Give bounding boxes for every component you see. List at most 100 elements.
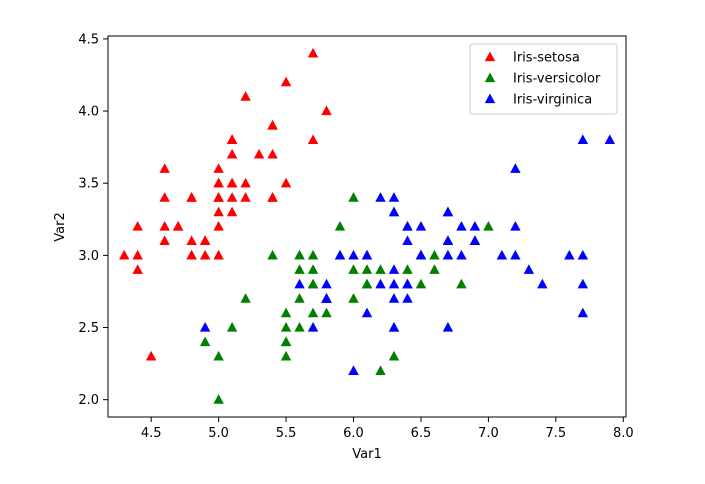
y-tick-label: 2.5 [78,321,99,336]
data-point [510,221,521,231]
data-point [348,365,359,375]
data-point [307,264,319,274]
data-point [213,206,224,217]
data-point [442,235,454,246]
data-point [442,322,454,332]
data-point [226,206,238,217]
data-point [267,119,278,130]
legend: Iris-setosa Iris-versicolor Iris-virginica [469,43,618,115]
data-point [213,394,224,404]
data-point [132,249,143,260]
data-point [402,235,413,246]
data-point [577,249,589,260]
legend-label: Iris-virginica [513,93,592,108]
data-point [307,249,319,260]
y-tick-label: 3.0 [78,249,99,264]
data-point [213,221,224,231]
data-point [267,249,278,260]
data-point [294,293,305,303]
data-point [213,350,224,361]
data-point [415,278,427,289]
data-point [321,307,332,318]
data-point [469,221,481,231]
data-point [388,278,400,289]
data-point [226,192,238,202]
x-tick-label: 6.0 [343,426,364,441]
data-point [199,235,211,246]
data-point [375,365,386,375]
data-point [388,322,400,332]
data-point [267,148,278,159]
data-point [240,91,251,101]
data-point [537,278,548,289]
y-tick-label: 2.0 [78,393,99,408]
data-point [280,350,292,361]
data-point [199,336,211,347]
data-point [361,278,373,289]
data-point [348,264,359,274]
data-point [469,235,481,246]
data-point [388,206,400,217]
y-axis-label: Var2 [53,212,68,241]
data-point [604,134,616,145]
data-point [483,221,494,231]
x-tick-label: 8.0 [613,426,634,441]
data-point [510,249,521,260]
x-axis-ticks: 4.5 5.0 5.5 6.0 6.5 7.0 7.5 8.0 [141,417,634,441]
data-point [456,278,467,289]
data-point [564,249,575,260]
x-axis-label: Var1 [352,447,381,462]
data-point [402,221,413,231]
data-point [402,278,413,289]
data-point [348,249,359,260]
data-point [226,148,238,159]
data-point [240,177,251,188]
data-point [388,293,400,303]
y-axis-ticks: 2.0 2.5 3.0 3.5 4.0 4.5 [78,32,108,408]
data-point [577,307,589,318]
data-point [159,235,170,246]
data-point [429,264,440,274]
legend-label: Iris-setosa [513,51,580,66]
legend-label: Iris-versicolor [513,72,601,87]
data-point [334,221,346,231]
data-point [442,206,454,217]
data-point [388,264,400,274]
points-layer [118,47,616,404]
data-point [361,307,373,318]
data-point [375,192,386,202]
x-tick-label: 7.5 [546,426,567,441]
y-tick-label: 4.0 [78,105,99,120]
data-point [577,134,589,145]
x-tick-label: 7.0 [478,426,499,441]
data-point [159,221,170,231]
data-point [294,322,305,332]
data-point [186,192,197,202]
y-tick-label: 4.5 [78,32,99,47]
data-point [307,278,319,289]
data-point [240,293,251,303]
data-point [186,249,197,260]
data-point [213,192,224,202]
data-point [132,221,143,231]
data-point [388,350,400,361]
y-tick-label: 3.5 [78,177,99,192]
data-point [361,264,373,274]
data-point [280,307,292,318]
data-point [348,192,359,202]
data-point [118,249,130,260]
data-point [375,264,386,274]
data-point [402,293,413,303]
data-point [307,134,319,145]
data-point [159,163,170,173]
x-tick-label: 4.5 [141,426,162,441]
data-point [280,322,292,332]
data-point [199,322,211,332]
data-point [442,249,454,260]
legend-marker [484,93,496,104]
data-point [186,235,197,246]
data-point [213,163,224,173]
data-point [226,134,238,145]
data-point [375,278,386,289]
